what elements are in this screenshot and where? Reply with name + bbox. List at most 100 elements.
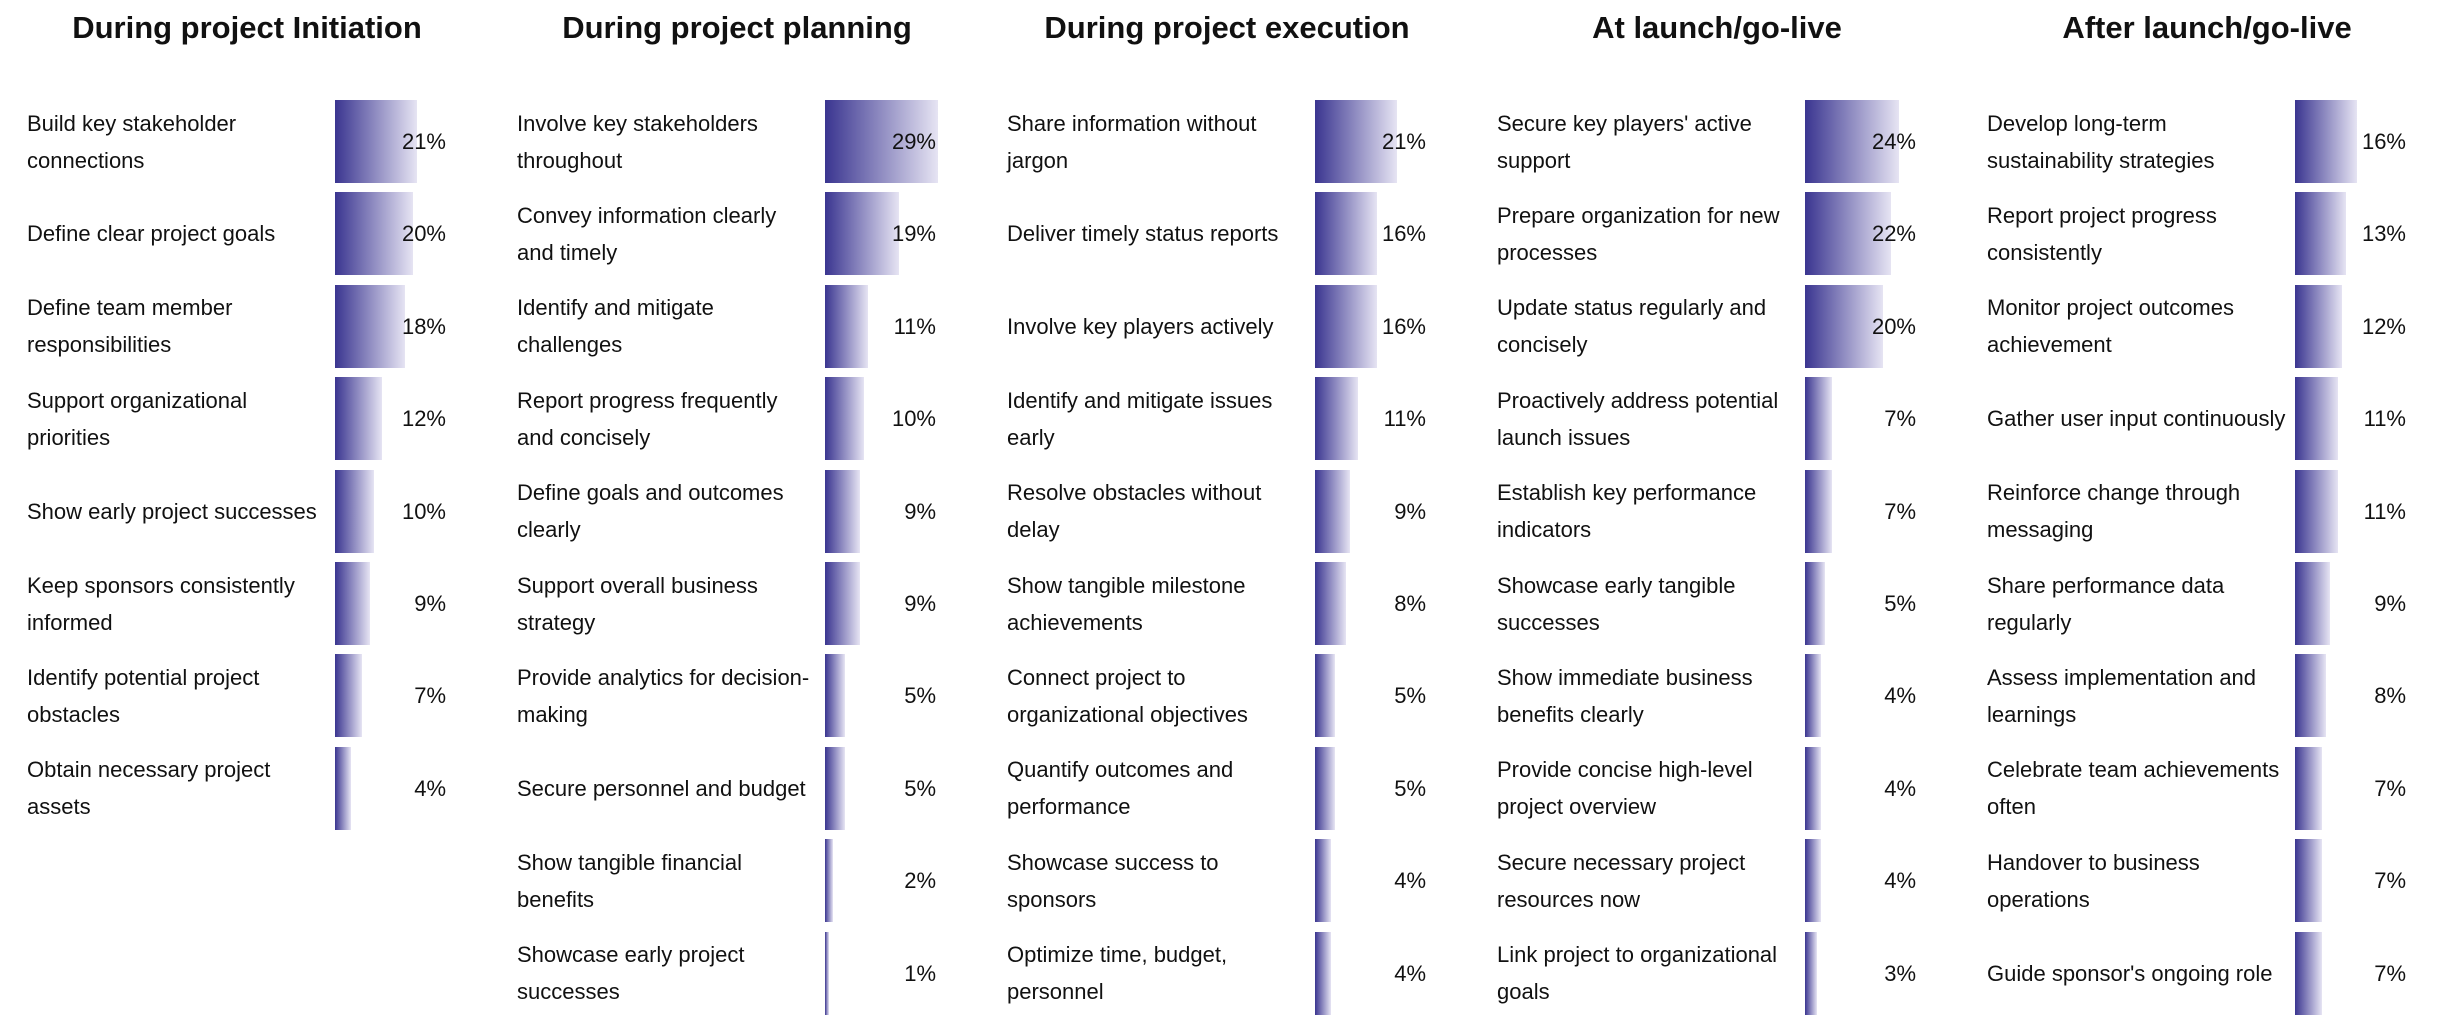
bar [1805,100,1899,183]
category-label: Deliver timely status reports [1007,221,1279,247]
bar-row: Showcase success to sponsors 4% [1007,839,1447,923]
value-label: 4% [1884,775,1916,801]
category-label: Report project progress consistently [1987,202,2217,265]
bar [335,192,413,276]
value-label: 3% [1884,960,1916,986]
bar-row: Showcase early tangible successes 5% [1497,562,1937,645]
value-label: 21% [1381,129,1426,154]
value-label: 10% [401,498,446,524]
category-label: Link project to organizational goals [1497,942,1778,1005]
value-label: 16% [1381,221,1426,247]
bar [825,284,868,368]
bar-row: Resolve obstacles without delay 9% [1007,469,1447,553]
category-label: Celebrate team achievements often [1987,757,2280,820]
bar-row: Develop long-term sustainability strateg… [1987,100,2427,183]
bar [2295,100,2358,183]
value-label: 29% [891,129,936,154]
value-label: 7% [2374,775,2406,801]
bar-row: Involve key players actively 16% [1007,284,1447,368]
bar-row: Provide analytics for decision-making 5% [517,654,957,738]
value-label: 22% [1871,221,1916,247]
bar-row: Provide concise high-level project overv… [1497,746,1937,830]
value-label: 19% [891,221,936,247]
bar-row: Monitor project outcomes achievement 12% [1987,284,2427,368]
bar-row: Obtain necessary project assets 4% [27,746,467,830]
bar-row: Convey information clearly and timely 19% [517,192,957,276]
category-label: Convey information clearly and timely [517,202,777,265]
bar-row: Define clear project goals 20% [27,192,467,276]
value-label: 2% [904,868,936,894]
category-label: Identify potential project obstacles [27,664,260,727]
bar-row: Optimize time, budget, personnel 4% [1007,931,1447,1015]
bar [1805,746,1821,830]
category-label: Proactively address potential launch iss… [1497,387,1779,450]
chart-title: At launch/go-live [1592,10,1842,45]
value-label: 7% [2374,960,2406,986]
category-label: Identify and mitigate issues early [1007,387,1273,450]
bar-row: Deliver timely status reports 16% [1007,192,1447,276]
bar [1805,654,1821,738]
bar-row: Report progress frequently and concisely… [517,377,957,461]
bar [1315,469,1351,553]
value-label: 11% [2363,498,2406,524]
bar [825,931,829,1015]
category-label: Involve key stakeholders throughout [517,110,758,173]
bar [2295,746,2323,830]
value-label: 5% [1394,683,1426,709]
bar-row: Show early project successes 10% [27,469,467,553]
value-label: 7% [1884,498,1916,524]
category-label: Involve key players actively [1007,313,1274,339]
bar [1805,562,1825,645]
value-label: 24% [1871,129,1916,154]
bar [335,654,363,738]
bar-row: Handover to business operations 7% [1987,839,2427,923]
category-label: Share information without jargon [1007,110,1257,173]
bar [2295,469,2338,553]
value-label: 9% [414,591,446,616]
value-label: 4% [1394,868,1426,894]
value-label: 5% [1394,775,1426,801]
value-label: 5% [1884,591,1916,616]
category-label: Show early project successes [27,498,317,524]
value-label: 4% [1394,960,1426,986]
bar-row: Proactively address potential launch iss… [1497,377,1937,461]
value-label: 18% [401,313,446,339]
category-label: Support organizational priorities [27,387,248,450]
bar [335,284,406,368]
value-label: 4% [414,775,446,801]
category-label: Support overall business strategy [517,572,758,635]
bar-row: Share performance data regularly 9% [1987,562,2427,645]
bar-row: Link project to organizational goals 3% [1497,931,1937,1015]
category-label: Assess implementation and learnings [1987,664,2257,727]
bar-row: Report project progress consistently 13% [1987,192,2427,276]
bar [2295,192,2346,276]
value-label: 12% [2361,313,2406,339]
bar [1315,284,1378,368]
category-label: Report progress frequently and concisely [517,387,778,450]
bar-row: Establish key performance indicators 7% [1497,469,1937,553]
value-label: 16% [1381,313,1426,339]
bar [2295,284,2342,368]
category-label: Secure key players' active support [1497,110,1752,173]
bar [2295,562,2331,645]
value-label: 9% [2374,591,2406,616]
category-label: Secure personnel and budget [517,775,806,801]
bar-row: Support organizational priorities 12% [27,377,467,461]
bar [825,100,939,183]
chart-title: During project execution [1044,10,1410,45]
bar-row: Define goals and outcomes clearly 9% [517,469,957,553]
bar-row: Identify potential project obstacles 7% [27,654,467,738]
value-label: 20% [401,221,446,247]
category-label: Secure necessary project resources now [1497,849,1746,912]
value-label: 16% [2361,129,2406,154]
chart-title: After launch/go-live [2062,10,2352,45]
value-label: 7% [1884,406,1916,432]
bar [1315,839,1331,923]
bar-row: Showcase early project successes 1% [517,931,957,1015]
bar [825,746,845,830]
value-label: 11% [893,313,936,339]
category-label: Connect project to organizational object… [1007,664,1248,727]
bar-row: Identify and mitigate issues early 11% [1007,377,1447,461]
value-label: 7% [414,683,446,709]
